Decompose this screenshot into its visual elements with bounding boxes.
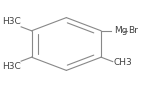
Text: CH3: CH3: [113, 58, 132, 67]
Text: H3C: H3C: [2, 62, 20, 71]
Text: Mg: Mg: [114, 26, 128, 35]
Text: Br: Br: [128, 26, 138, 35]
Text: H3C: H3C: [2, 17, 20, 26]
